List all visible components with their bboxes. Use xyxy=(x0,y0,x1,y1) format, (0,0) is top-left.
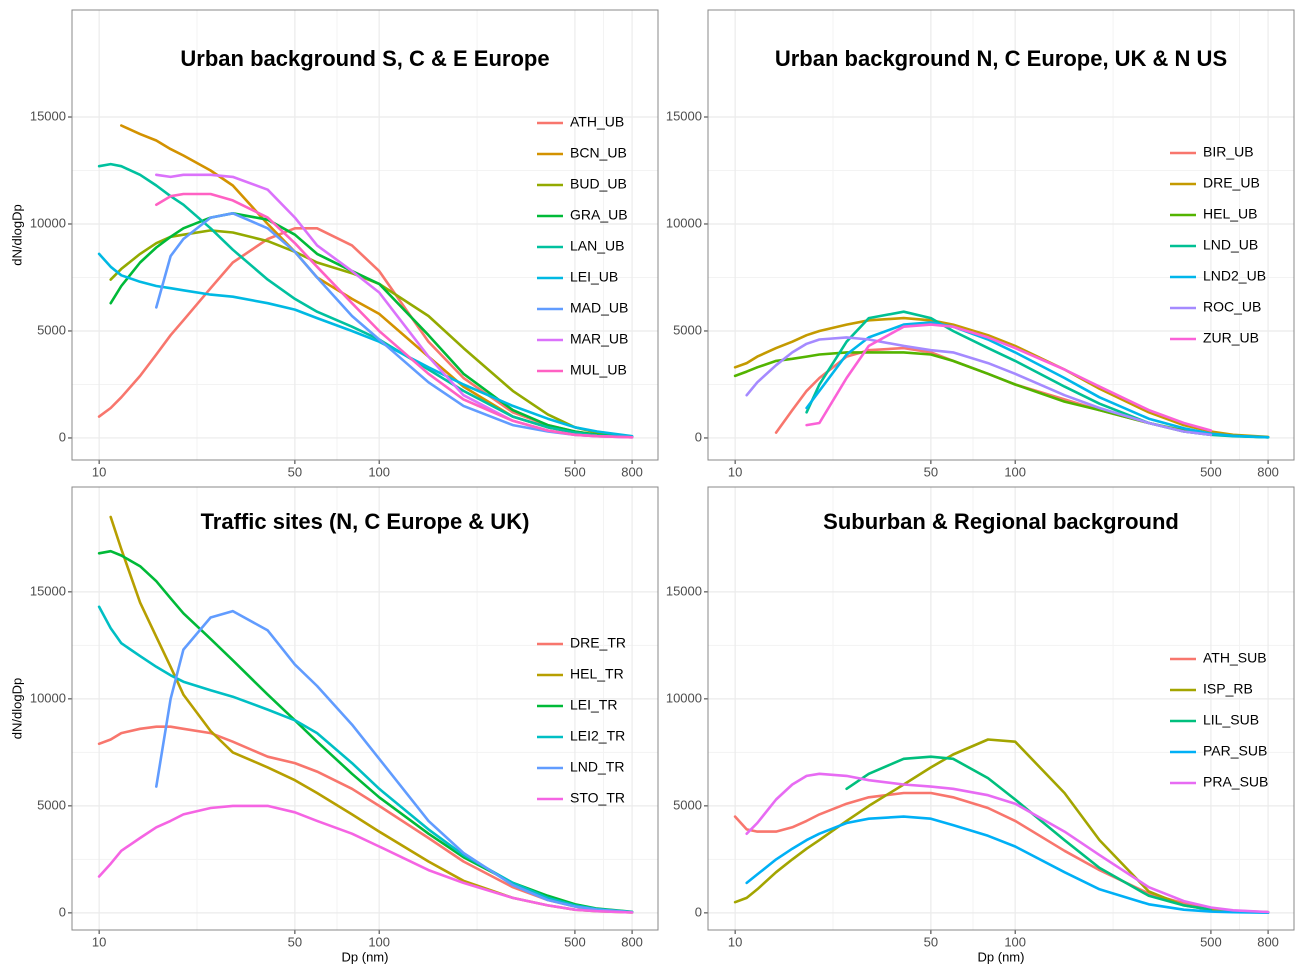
y-axis-label: dN/dlogDp xyxy=(9,678,24,739)
line xyxy=(97,605,634,914)
y-axis-label: dN/dlogDp xyxy=(9,204,24,265)
plot-border xyxy=(707,9,1295,461)
x-tick-label: 10 xyxy=(92,934,106,949)
x-tick-label: 100 xyxy=(368,464,390,479)
x-tick-label: 50 xyxy=(288,464,302,479)
legend-label: ZUR_UB xyxy=(1203,330,1259,346)
x-tick-label: 100 xyxy=(368,934,390,949)
panel: 0 5000 10000 15000 10 50 100 500 800 Urban backgr… xyxy=(666,9,1295,479)
line xyxy=(733,316,1270,439)
x-tick-label: 10 xyxy=(728,464,742,479)
line xyxy=(845,755,1213,911)
chart-title: Urban background S, C & E Europe xyxy=(180,46,549,71)
legend-label: LND2_UB xyxy=(1203,268,1266,284)
x-tick-label: 10 xyxy=(728,934,742,949)
legend-label: LIL_SUB xyxy=(1203,712,1259,728)
y-tick-label: 15000 xyxy=(30,583,66,598)
x-tick-label: 800 xyxy=(621,464,643,479)
x-axis-label: Dp (nm) xyxy=(342,949,389,964)
y-tick-label: 5000 xyxy=(37,322,66,337)
y-tick-label: 5000 xyxy=(673,322,702,337)
y-tick-label: 0 xyxy=(59,904,66,919)
legend-label: GRA_UB xyxy=(570,207,628,223)
y-tick-label: 5000 xyxy=(673,797,702,812)
x-tick-label: 800 xyxy=(621,934,643,949)
panel: 0 5000 10000 15000 10 50 100 500 800 Suburban & R… xyxy=(666,486,1295,964)
legend-label: LEI_UB xyxy=(570,269,618,285)
legend-label: ATH_UB xyxy=(570,114,624,130)
legend-label: MAR_UB xyxy=(570,331,628,347)
x-tick-label: 800 xyxy=(1257,464,1279,479)
line xyxy=(109,229,634,438)
line xyxy=(745,815,1270,914)
plot-border xyxy=(71,486,659,931)
line xyxy=(97,162,634,439)
x-tick-label: 100 xyxy=(1004,934,1026,949)
line xyxy=(805,321,1270,439)
legend-label: DRE_TR xyxy=(570,635,626,651)
line xyxy=(109,212,634,439)
chart-title: Urban background N, C Europe, UK & N US xyxy=(775,46,1227,71)
legend-label: ATH_SUB xyxy=(1203,650,1267,666)
plot-border xyxy=(707,486,1295,931)
line xyxy=(733,738,1270,914)
x-tick-label: 50 xyxy=(288,934,302,949)
line xyxy=(805,323,1213,432)
legend-label: HEL_UB xyxy=(1203,206,1257,222)
panel: 0 5000 10000 15000 10 50 100 500 800 Traffic site… xyxy=(9,486,659,964)
x-axis-label: Dp (nm) xyxy=(978,949,1025,964)
y-tick-label: 0 xyxy=(59,429,66,444)
legend-label: ISP_RB xyxy=(1203,681,1253,697)
y-tick-label: 10000 xyxy=(30,690,66,705)
y-tick-label: 0 xyxy=(695,429,702,444)
y-tick-label: 10000 xyxy=(666,215,702,230)
legend-label: BUD_UB xyxy=(570,176,627,192)
panel: 0 5000 10000 15000 10 50 100 500 800 Urban backgr… xyxy=(9,9,659,479)
legend-label: BIR_UB xyxy=(1203,144,1254,160)
y-tick-label: 15000 xyxy=(666,583,702,598)
y-tick-label: 10000 xyxy=(30,215,66,230)
plot-border xyxy=(71,9,659,461)
legend-label: DRE_UB xyxy=(1203,175,1260,191)
line xyxy=(97,252,634,438)
plot-background xyxy=(708,10,1294,460)
y-tick-label: 15000 xyxy=(30,108,66,123)
x-tick-label: 100 xyxy=(1004,464,1026,479)
legend-label: ROC_UB xyxy=(1203,299,1261,315)
x-tick-label: 50 xyxy=(924,934,938,949)
legend-label: PRA_SUB xyxy=(1203,774,1268,790)
line xyxy=(155,192,634,439)
legend-label: LEI2_TR xyxy=(570,728,625,744)
x-tick-label: 500 xyxy=(1200,464,1222,479)
legend-label: BCN_UB xyxy=(570,145,627,161)
legend-label: LAN_UB xyxy=(570,238,624,254)
legend-label: LEI_TR xyxy=(570,697,617,713)
x-tick-label: 10 xyxy=(92,464,106,479)
y-tick-label: 0 xyxy=(695,904,702,919)
x-tick-label: 500 xyxy=(564,464,586,479)
legend-label: PAR_SUB xyxy=(1203,743,1267,759)
chart-title: Suburban & Regional background xyxy=(823,509,1179,534)
plot-background xyxy=(708,487,1294,930)
plot-background xyxy=(72,10,658,460)
chart-title: Traffic sites (N, C Europe & UK) xyxy=(201,509,530,534)
legend-label: MUL_UB xyxy=(570,362,627,378)
x-tick-label: 50 xyxy=(924,464,938,479)
legend-label: HEL_TR xyxy=(570,666,624,682)
x-tick-label: 500 xyxy=(1200,934,1222,949)
line xyxy=(745,336,1213,437)
line xyxy=(745,772,1270,914)
y-tick-label: 5000 xyxy=(37,797,66,812)
x-tick-label: 800 xyxy=(1257,934,1279,949)
x-tick-label: 500 xyxy=(564,934,586,949)
y-tick-label: 10000 xyxy=(666,690,702,705)
line xyxy=(97,804,634,914)
legend-label: STO_TR xyxy=(570,790,625,806)
y-tick-label: 15000 xyxy=(666,108,702,123)
legend-label: LND_UB xyxy=(1203,237,1258,253)
legend-label: LND_TR xyxy=(570,759,624,775)
legend-label: MAD_UB xyxy=(570,300,628,316)
line xyxy=(155,609,634,914)
